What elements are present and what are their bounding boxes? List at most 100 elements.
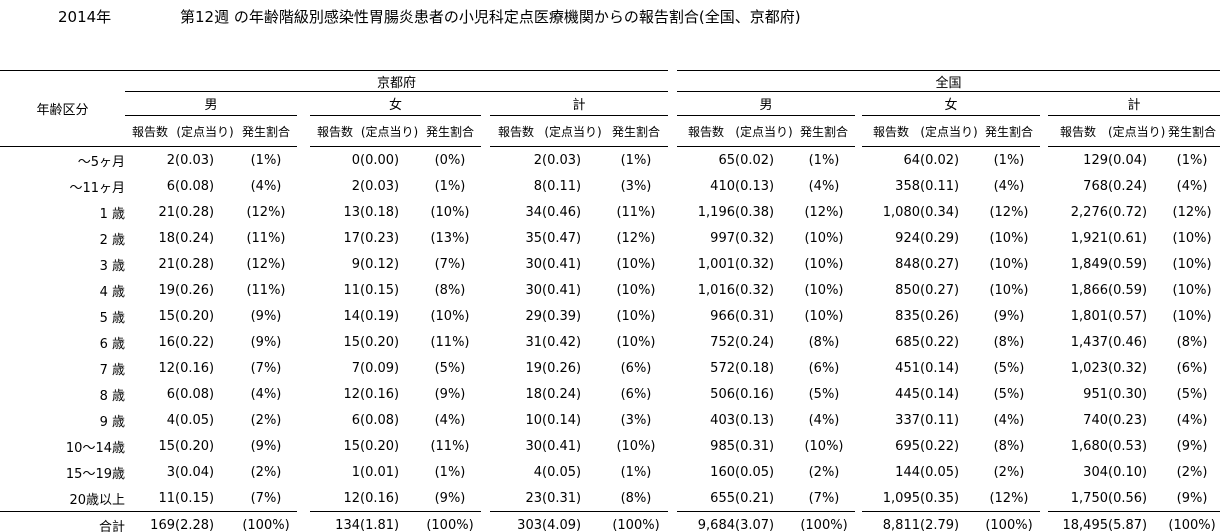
rate-cell: (0.47) — [542, 230, 582, 246]
spacer-cell — [1040, 116, 1048, 147]
spacer-cell — [1040, 251, 1048, 277]
rate-cell: (0.13) — [735, 412, 775, 428]
sex-header-kyoto-total: 計 — [490, 91, 668, 116]
percent-cell: (7%) — [250, 360, 282, 376]
count-cell: 144 — [895, 464, 920, 480]
rate-cell: (0.27) — [920, 256, 960, 272]
rate-cell: (0.29) — [920, 230, 960, 246]
spacer-cell — [481, 329, 490, 355]
count-cell: 924 — [895, 230, 920, 246]
count-cell: 8,811 — [862, 511, 920, 532]
percent-cell: (10%) — [1172, 282, 1212, 298]
count-cell: 129 — [1083, 152, 1108, 168]
half-gap-spacer — [668, 303, 677, 329]
count-cell: 6 — [351, 412, 360, 428]
spacer-cell — [1040, 511, 1048, 532]
spacer-cell — [297, 511, 310, 532]
percent-cell: (6%) — [620, 360, 652, 376]
percent-cell: (1%) — [620, 464, 652, 480]
percent-cell: (4%) — [808, 178, 840, 194]
spacer-cell — [297, 251, 310, 277]
rate-cell: (0.46) — [1108, 334, 1148, 350]
count-cell: 4 — [166, 412, 175, 428]
percent-cell: (10%) — [616, 308, 656, 324]
count-cell: 835 — [895, 308, 920, 324]
table-row: 1 歳 21 (0.28) (12%) 13 (0.18) (10%) 34 (0.46) (11… — [0, 199, 1220, 225]
rate-cell: (0.12) — [360, 256, 400, 272]
percent-cell: (4%) — [993, 178, 1025, 194]
rate-cell: (0.24) — [1108, 178, 1148, 194]
count-cell: 169 — [125, 511, 175, 532]
percent-cell: (6%) — [808, 360, 840, 376]
count-cell: 30 — [525, 282, 542, 298]
spacer-cell — [855, 329, 862, 355]
age-cell: 5 歳 — [99, 310, 125, 326]
count-cell: 1,080 — [882, 204, 920, 220]
percent-cell: (4%) — [1176, 178, 1208, 194]
count-cell: 303 — [490, 511, 542, 532]
rate-cell: (0.02) — [920, 152, 960, 168]
percent-cell: (10%) — [989, 282, 1029, 298]
percent-cell: (10%) — [430, 308, 470, 324]
percent-cell: (5%) — [434, 360, 466, 376]
count-cell: 160 — [710, 464, 735, 480]
count-cell: 9,684 — [677, 511, 735, 532]
spacer-cell — [1040, 459, 1048, 485]
percent-cell: (1%) — [620, 152, 652, 168]
page-title: 2014年 第12週 の年齢階級別感染性胃腸炎患者の小児科定点医療機関からの報告… — [0, 0, 1220, 70]
half-gap-spacer — [668, 199, 677, 225]
spacer-cell — [855, 147, 862, 174]
count-cell: 768 — [1083, 178, 1108, 194]
region-header-zenkoku: 全国 — [677, 70, 1220, 92]
half-gap-spacer — [668, 147, 677, 174]
percent-cell: (7%) — [808, 490, 840, 506]
spacer-cell — [855, 251, 862, 277]
count-cell: 740 — [1083, 412, 1108, 428]
spacer-cell — [481, 433, 490, 459]
rate-cell: (0.41) — [542, 282, 582, 298]
spacer-cell — [855, 92, 862, 116]
spacer-cell — [855, 199, 862, 225]
spacer-cell — [297, 329, 310, 355]
half-gap-spacer — [668, 71, 677, 147]
region-header-row: 年齢区分 京都府 全国 — [0, 70, 1220, 147]
age-cell: 7 歳 — [99, 362, 125, 378]
count-cell: 2 — [166, 152, 175, 168]
title-year: 2014年 — [58, 8, 112, 26]
rate-cell: (0.09) — [360, 360, 400, 376]
count-cell: 23 — [525, 490, 542, 506]
half-gap-spacer — [668, 485, 677, 512]
percent-cell: (10%) — [804, 308, 844, 324]
spacer-cell — [297, 407, 310, 433]
rate-cell: (0.03) — [360, 178, 400, 194]
count-cell: 13 — [343, 204, 360, 220]
count-cell: 21 — [158, 256, 175, 272]
percent-cell: (1%) — [993, 152, 1025, 168]
percent-cell: (10%) — [804, 282, 844, 298]
count-cell: 572 — [710, 360, 735, 376]
rate-cell: (0.10) — [1108, 464, 1148, 480]
subheader-count: 報告数 — [125, 115, 175, 147]
count-cell: 11 — [343, 282, 360, 298]
count-cell: 1,001 — [697, 256, 735, 272]
spacer-cell — [481, 199, 490, 225]
count-cell: 19 — [158, 282, 175, 298]
age-cell: 3 歳 — [99, 258, 125, 274]
spacer-cell — [297, 277, 310, 303]
percent-cell: (10%) — [989, 256, 1029, 272]
rate-cell: (0.31) — [735, 438, 775, 454]
rate-cell: (0.00) — [360, 152, 400, 168]
percent-cell: (1%) — [1176, 152, 1208, 168]
subheader-percent: 発生割合 — [793, 115, 855, 147]
count-cell: 985 — [710, 438, 735, 454]
spacer-cell — [1040, 92, 1048, 116]
count-cell: 1,023 — [1070, 360, 1108, 376]
percent-cell: (9%) — [993, 308, 1025, 324]
age-cell: 合計 — [0, 511, 125, 532]
rate-cell: (2.28) — [175, 511, 235, 532]
percent-cell: (10%) — [804, 230, 844, 246]
spacer-cell — [1040, 381, 1048, 407]
subheader-percent: 発生割合 — [419, 115, 481, 147]
rate-cell: (0.16) — [175, 360, 215, 376]
count-cell: 1,866 — [1070, 282, 1108, 298]
